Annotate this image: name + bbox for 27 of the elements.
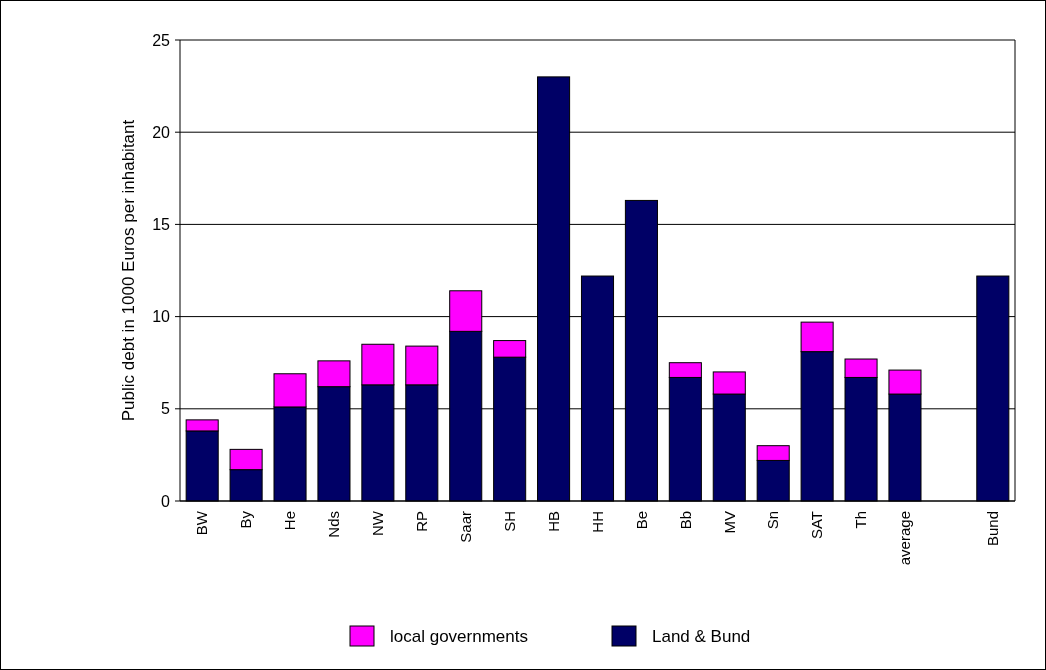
x-tick-label: HB: [544, 511, 562, 532]
x-tick-label: NW: [369, 510, 387, 536]
x-tick-label: average: [896, 511, 914, 566]
x-tick-label: MV: [720, 511, 738, 534]
x-tick-label: SH: [500, 511, 518, 532]
x-tick-label: BW: [193, 510, 211, 536]
x-tick-label: Th: [852, 511, 870, 529]
x-tick-label: Bb: [676, 511, 694, 530]
y-tick-label: 15: [152, 216, 171, 233]
y-tick-label: 5: [161, 400, 171, 418]
y-tick-label: 25: [152, 31, 171, 49]
y-axis-title: Public debt in 1000 Euros per inhabitant: [118, 119, 138, 422]
x-tick-label: HH: [588, 511, 606, 533]
x-tick-label: Sn: [764, 511, 782, 530]
y-tick-label: 0: [161, 492, 171, 510]
x-tick-label: He: [281, 511, 299, 531]
y-tick-label: 20: [152, 123, 171, 141]
y-tick-label: 10: [152, 308, 171, 326]
x-tick-label: SAT: [808, 511, 826, 540]
x-tick-label: Be: [632, 511, 650, 530]
x-tick-label: Saar: [456, 511, 474, 543]
x-tick-label: By: [237, 510, 255, 529]
x-tick-label: RP: [413, 511, 431, 532]
x-tick-label: Nds: [325, 511, 343, 538]
x-tick-label: Bund: [984, 511, 1002, 547]
legend-label: Land & Bund: [652, 626, 751, 646]
legend-label: local governments: [390, 626, 528, 646]
